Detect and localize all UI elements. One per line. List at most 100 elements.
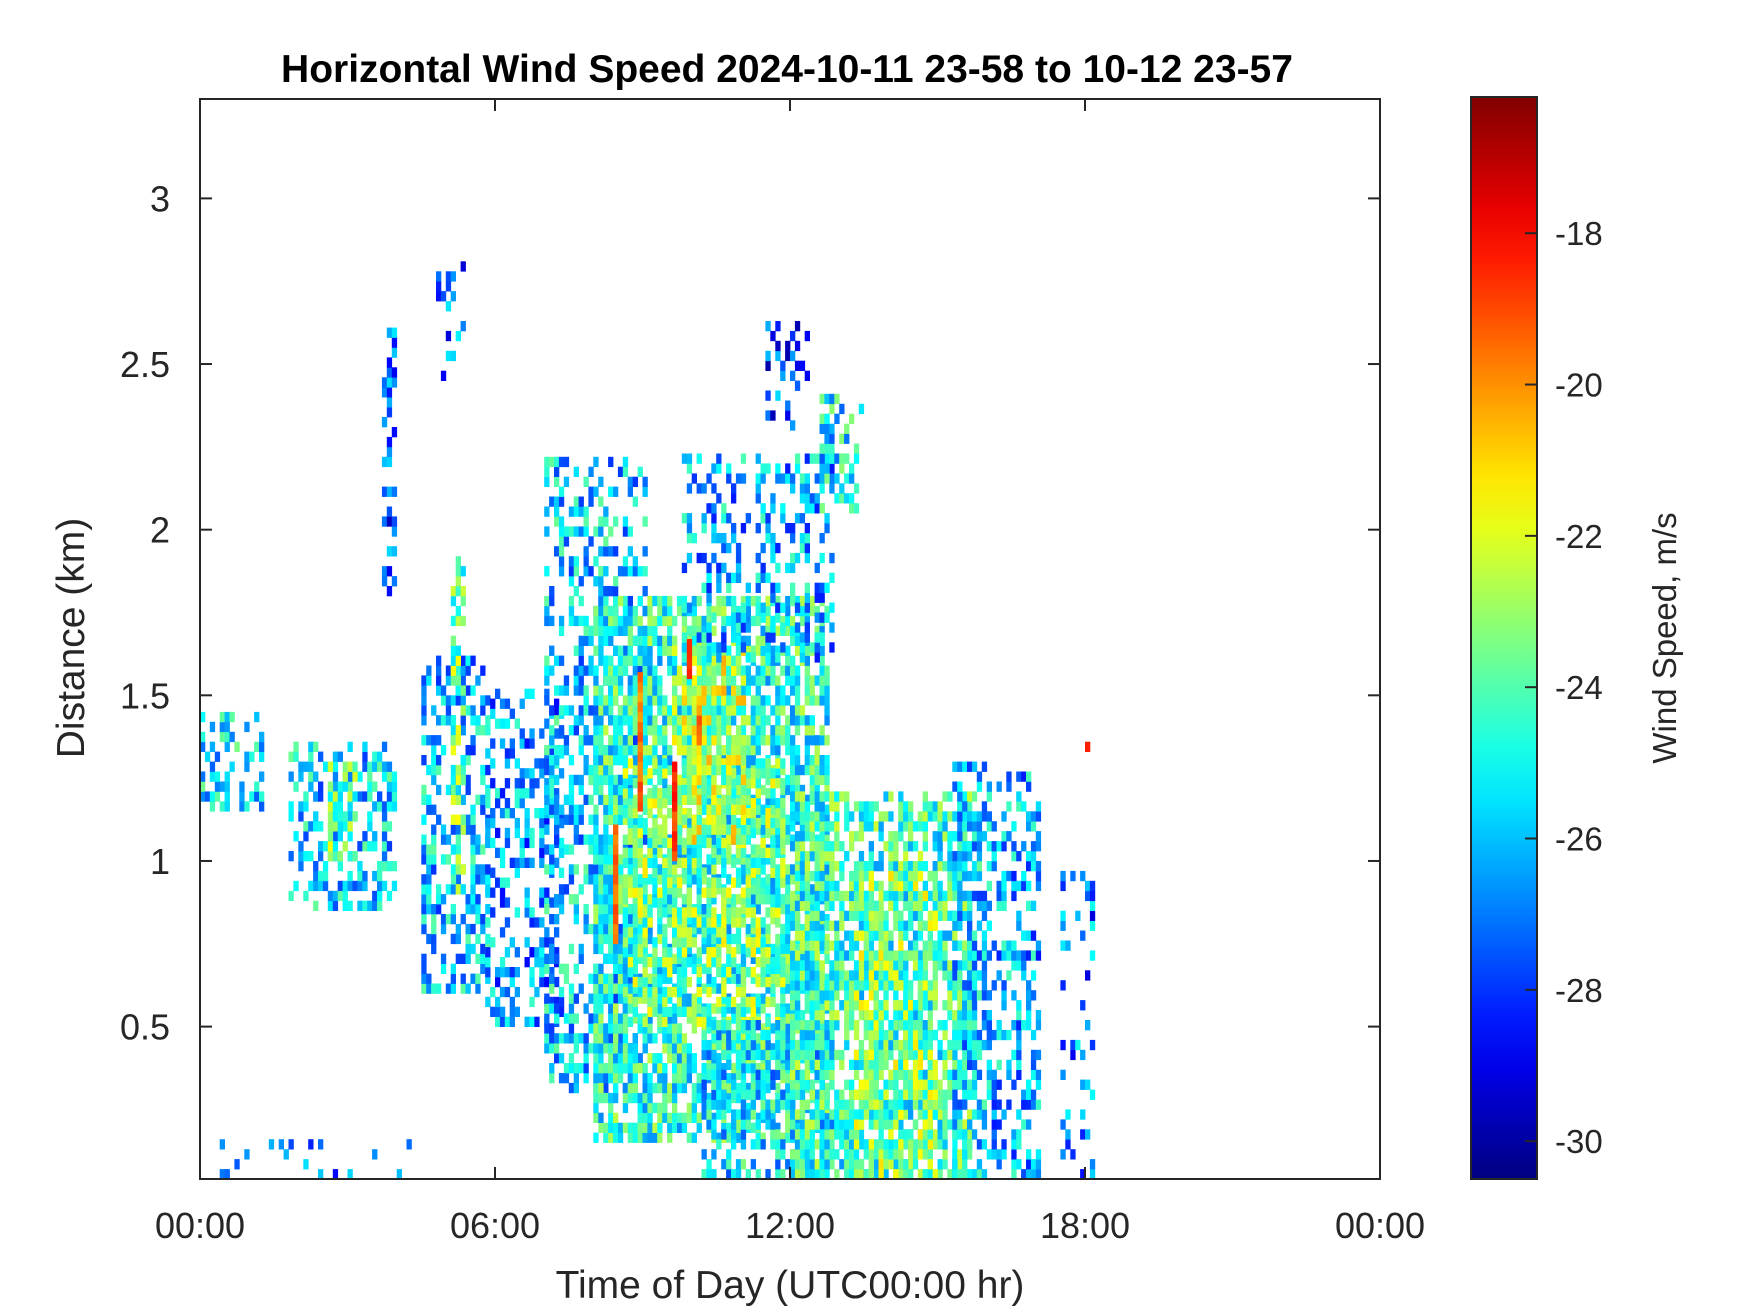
heatmap-cell [608, 1102, 614, 1114]
heatmap-cell [878, 1119, 884, 1130]
heatmap-cell [603, 516, 609, 527]
heatmap-cell [731, 595, 737, 607]
heatmap-cell [391, 771, 398, 782]
heatmap-cell [878, 880, 884, 892]
heatmap-cell [765, 675, 771, 686]
heatmap-cell [632, 894, 638, 905]
heatmap-cell [701, 837, 707, 849]
heatmap-cell [573, 556, 579, 567]
heatmap-cell [667, 645, 673, 656]
heatmap-cell [647, 907, 653, 918]
heatmap-cell [647, 1122, 653, 1133]
heatmap-cell [794, 513, 801, 524]
heatmap-cell [578, 735, 584, 746]
heatmap-cell [386, 861, 393, 872]
heatmap-cell [735, 1043, 742, 1054]
heatmap-cell [386, 546, 393, 557]
heatmap-cell [858, 851, 865, 862]
heatmap-cell [888, 851, 894, 862]
heatmap-cell [691, 996, 697, 1008]
heatmap-cell [790, 755, 796, 766]
heatmap-cell [573, 1043, 579, 1054]
heatmap-cell [667, 837, 673, 849]
heatmap-cell [485, 788, 491, 799]
heatmap-cell [839, 841, 845, 852]
heatmap-cell [740, 1079, 747, 1090]
heatmap-cell [863, 821, 869, 832]
heatmap-cell [672, 864, 678, 875]
heatmap-cell [760, 725, 766, 736]
heatmap-cell [755, 976, 761, 988]
heatmap-cell [529, 996, 535, 1008]
heatmap-cell [229, 711, 235, 723]
heatmap-cell [544, 466, 550, 477]
heatmap-cell [750, 1073, 756, 1084]
heatmap-cell [632, 496, 638, 507]
heatmap-cell [421, 963, 427, 974]
heatmap-cell [731, 755, 737, 766]
heatmap-cell [706, 837, 712, 849]
heatmap-cell [662, 1063, 668, 1074]
heatmap-cell [839, 1000, 845, 1011]
heatmap-cell [849, 1129, 855, 1140]
heatmap-cell [790, 864, 796, 875]
heatmap-cell [514, 857, 520, 868]
heatmap-cell [608, 854, 614, 865]
heatmap-cell [421, 914, 427, 925]
heatmap-cell [568, 894, 575, 905]
heatmap-cell [632, 814, 638, 825]
heatmap-cell [701, 963, 707, 974]
heatmap-cell [721, 562, 727, 574]
heatmap-cell [814, 960, 820, 971]
heatmap-cell [613, 546, 619, 557]
heatmap-cell [903, 960, 909, 971]
heatmap-cell [790, 735, 796, 746]
heatmap-cell [657, 1102, 663, 1114]
heatmap-cell [706, 1039, 712, 1051]
heatmap-cell [711, 655, 717, 666]
heatmap-cell [627, 695, 633, 706]
heatmap-cell [696, 1092, 702, 1104]
heatmap-cell [460, 764, 466, 776]
heatmap-cell [554, 1033, 560, 1044]
heatmap-cell [327, 791, 334, 802]
heatmap-cell [809, 1149, 815, 1160]
heatmap-cell [450, 735, 457, 746]
heatmap-cell [485, 827, 491, 839]
heatmap-cell [819, 870, 825, 882]
heatmap-cell [765, 523, 771, 534]
heatmap-cell [701, 715, 707, 726]
heatmap-cell [519, 738, 525, 749]
heatmap-cell [740, 794, 747, 805]
heatmap-cell [829, 870, 835, 882]
heatmap-cell [642, 1023, 648, 1034]
heatmap-cell [676, 947, 683, 958]
heatmap-cell [421, 755, 427, 766]
heatmap-cell [780, 473, 786, 484]
heatmap-cell [549, 804, 555, 815]
heatmap-cell [726, 1029, 732, 1041]
heatmap-cell [770, 533, 776, 544]
heatmap-cell [637, 953, 643, 964]
heatmap-cell [735, 1049, 742, 1061]
heatmap-cell [903, 1139, 909, 1150]
heatmap-cell [794, 980, 801, 991]
heatmap-cell [431, 914, 437, 925]
heatmap-cell [431, 824, 437, 835]
heatmap-cell [632, 827, 638, 839]
heatmap-cell [632, 615, 638, 627]
heatmap-cell [627, 625, 633, 636]
heatmap-cell [701, 824, 707, 835]
heatmap-cell [578, 595, 584, 607]
heatmap-cell [794, 774, 801, 786]
heatmap-cell [903, 1039, 909, 1051]
heatmap-cell [578, 884, 584, 895]
heatmap-cell [819, 774, 825, 786]
heatmap-cell [819, 1169, 825, 1180]
heatmap-cell [455, 685, 461, 696]
heatmap-cell [470, 864, 476, 875]
heatmap-cell [691, 794, 697, 805]
heatmap-cell [681, 857, 688, 868]
heatmap-cell [775, 834, 781, 845]
heatmap-cell [711, 894, 717, 905]
